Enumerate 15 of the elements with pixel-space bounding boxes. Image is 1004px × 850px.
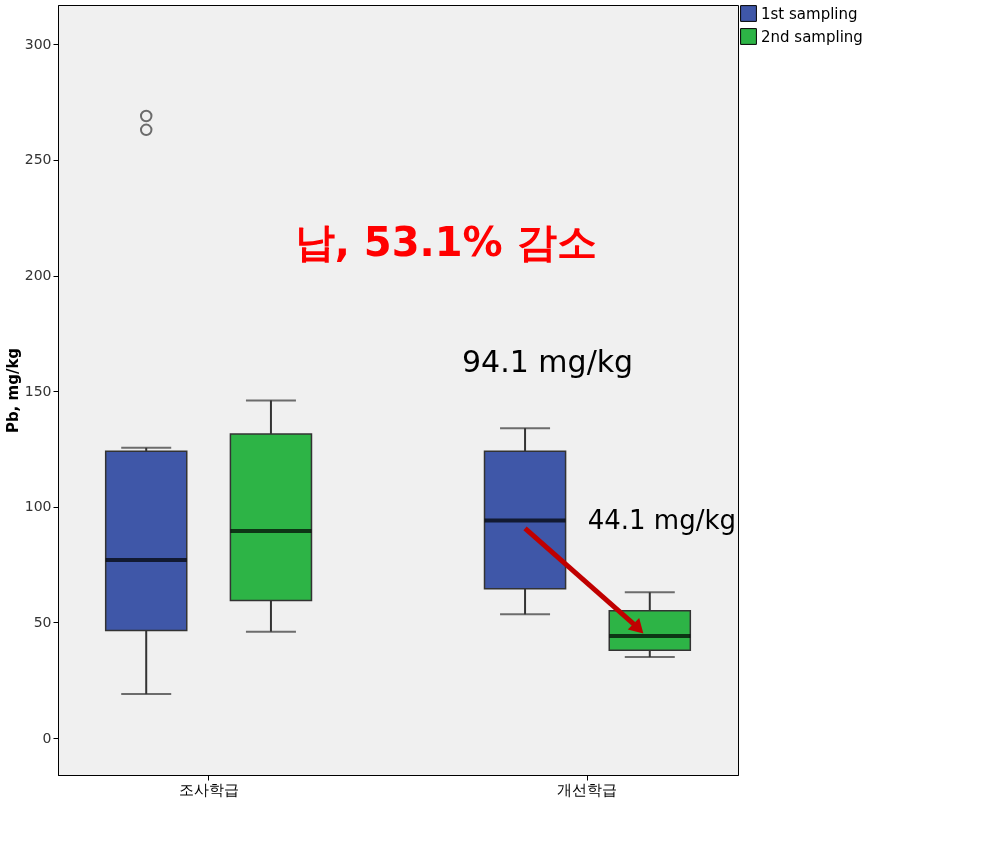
annotation: 납, 53.1% 감소 xyxy=(294,218,597,265)
y-tick-label: 0 xyxy=(42,729,52,746)
y-tick-label: 200 xyxy=(24,267,52,284)
annotation: 94.1 mg/kg xyxy=(462,344,634,380)
legend-label: 2nd sampling xyxy=(761,27,863,46)
x-tick-label: 조사학급 xyxy=(178,780,239,799)
y-tick-label: 100 xyxy=(24,498,52,515)
y-tick-label: 150 xyxy=(24,382,52,399)
y-tick-label: 300 xyxy=(24,35,52,52)
legend-label: 1st sampling xyxy=(761,4,858,23)
annotation: 44.1 mg/kg xyxy=(587,504,736,535)
y-tick-label: 250 xyxy=(24,151,52,168)
y-tick-label: 50 xyxy=(33,613,52,630)
y-axis-title: Pb, mg/kg xyxy=(3,347,22,434)
x-tick-label: 개선학급 xyxy=(557,780,618,799)
